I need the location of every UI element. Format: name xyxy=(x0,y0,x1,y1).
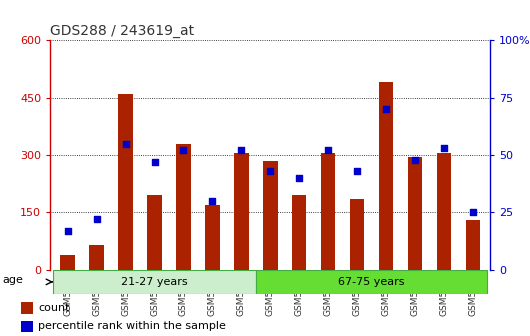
Point xyxy=(237,148,245,153)
Bar xyxy=(437,153,451,270)
Point xyxy=(353,168,361,174)
Point xyxy=(179,148,188,153)
Bar xyxy=(379,82,393,270)
Point xyxy=(324,148,332,153)
Bar xyxy=(21,302,33,313)
Bar xyxy=(118,94,133,270)
Text: GDS288 / 243619_at: GDS288 / 243619_at xyxy=(50,24,195,38)
Point xyxy=(411,157,419,162)
Point xyxy=(440,145,448,151)
Bar xyxy=(147,195,162,270)
Text: age: age xyxy=(3,275,23,285)
Bar xyxy=(321,153,335,270)
Bar xyxy=(256,270,488,294)
Bar xyxy=(234,153,249,270)
Point xyxy=(295,175,304,181)
Bar xyxy=(176,143,191,270)
Point xyxy=(92,217,101,222)
Bar xyxy=(292,195,306,270)
Point xyxy=(382,107,390,112)
Bar xyxy=(466,220,480,270)
Bar xyxy=(408,157,422,270)
Bar xyxy=(263,161,278,270)
Text: count: count xyxy=(38,303,69,313)
Point xyxy=(469,210,477,215)
Bar xyxy=(53,270,256,294)
Point xyxy=(151,159,159,165)
Text: percentile rank within the sample: percentile rank within the sample xyxy=(38,321,226,331)
Text: 67-75 years: 67-75 years xyxy=(338,277,405,287)
Bar xyxy=(205,205,219,270)
Bar xyxy=(60,254,75,270)
Point xyxy=(121,141,130,146)
Text: 21-27 years: 21-27 years xyxy=(121,277,188,287)
Bar xyxy=(350,199,364,270)
Bar xyxy=(90,245,104,270)
Point xyxy=(266,168,275,174)
Point xyxy=(208,198,217,204)
Bar xyxy=(21,321,33,332)
Point xyxy=(64,228,72,234)
